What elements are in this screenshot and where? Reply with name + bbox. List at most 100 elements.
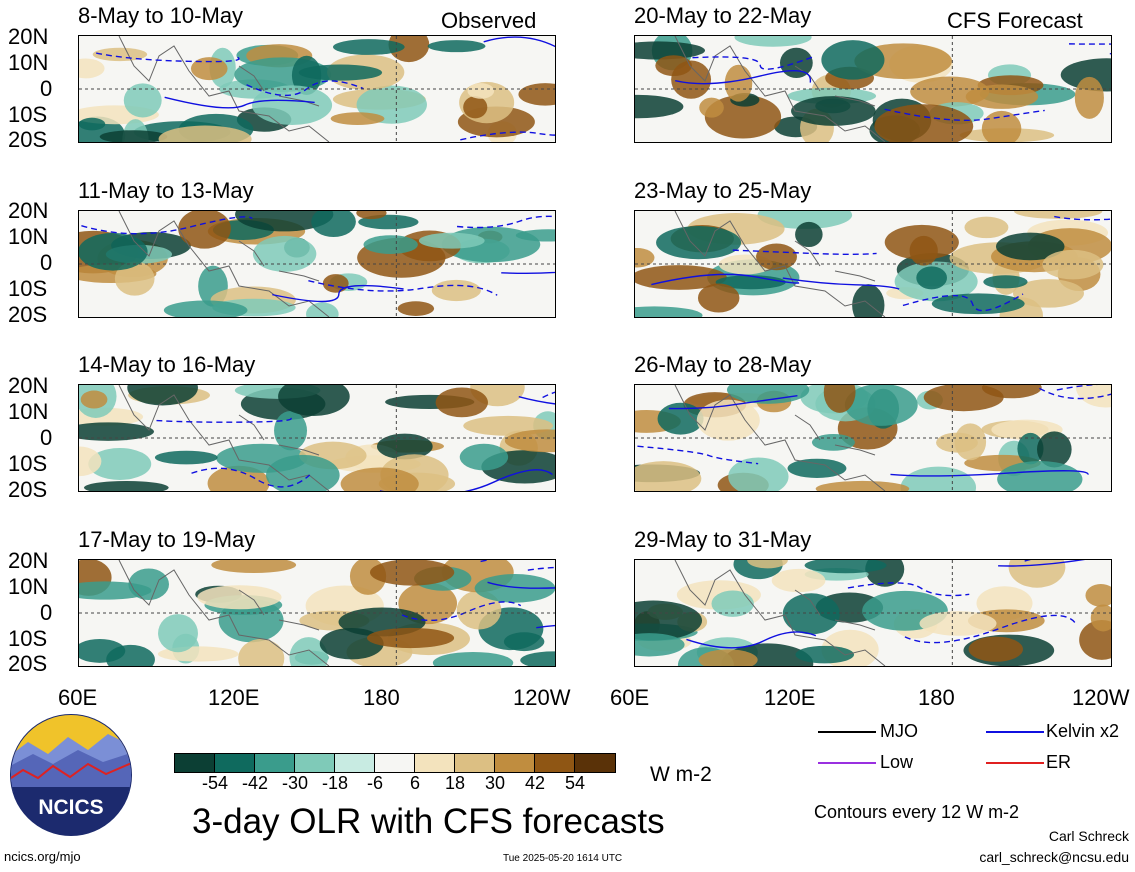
kelvin-contour <box>272 284 404 303</box>
olr-anomaly-blob <box>211 560 297 573</box>
olr-anomaly-blob <box>330 112 385 126</box>
logo-text: NCICS <box>38 796 103 819</box>
olr-anomaly-blob <box>520 651 555 666</box>
olr-anomaly-blob <box>467 83 495 99</box>
olr-anomaly-blob <box>431 279 481 302</box>
olr-anomaly-blob <box>635 461 702 491</box>
olr-anomaly-blob <box>936 432 978 453</box>
olr-map-graphic <box>79 36 555 142</box>
olr-anomaly-blob <box>919 611 997 636</box>
colorbar-swatch <box>575 754 615 772</box>
observed-map-3 <box>78 384 556 492</box>
lon-label-120e-left: 120E <box>208 685 260 710</box>
olr-anomaly-blob <box>852 284 885 317</box>
olr-anomaly-blob <box>274 411 308 451</box>
olr-anomaly-blob <box>99 130 168 142</box>
olr-anomaly-blob <box>376 433 433 460</box>
olr-anomaly-blob <box>697 283 740 313</box>
olr-anomaly-blob <box>655 55 692 77</box>
olr-anomaly-blob <box>635 41 706 60</box>
kelvin-contour <box>483 36 555 48</box>
olr-anomaly-blob <box>997 460 1083 491</box>
forecast-panel-2-title: 23-May to 25-May <box>634 178 812 203</box>
olr-anomaly-blob <box>503 632 545 652</box>
observed-panel-1-title: 8-May to 10-May <box>78 3 244 28</box>
lat-label: 10N <box>8 574 49 599</box>
olr-anomaly-blob <box>158 614 198 653</box>
footer-author: Carl Schreck <box>1048 828 1129 844</box>
lat-label: 10S <box>8 451 48 476</box>
kelvin-contour <box>732 249 877 256</box>
kelvin-contour <box>998 560 1086 567</box>
observed-map-1 <box>78 35 556 143</box>
olr-anomaly-blob <box>332 39 405 55</box>
olr-anomaly-blob <box>79 58 105 79</box>
olr-map-graphic <box>635 36 1111 142</box>
colorbar-swatch <box>335 754 375 772</box>
olr-anomaly-blob <box>88 447 152 480</box>
lat-label: 0 <box>40 425 53 450</box>
olr-anomaly-blob <box>84 480 169 491</box>
olr-anomaly-blob <box>900 466 977 491</box>
observed-label: Observed <box>441 8 537 33</box>
olr-anomaly-blob <box>278 385 350 416</box>
contour-note: Contours every 12 W m-2 <box>814 802 1020 822</box>
kelvin-contour <box>686 631 817 649</box>
olr-anomaly-blob <box>418 232 485 249</box>
legend-label-low: Low <box>880 752 914 772</box>
olr-anomaly-blob <box>1075 385 1111 408</box>
footer-timestamp: Tue 2025-05-20 1614 UTC <box>503 853 623 864</box>
footer-site: ncics.org/mjo <box>4 849 81 864</box>
olr-anomaly-blob <box>874 104 974 142</box>
olr-anomaly-blob <box>235 211 334 232</box>
lon-label-180-left: 180 <box>363 685 400 710</box>
olr-anomaly-blob <box>397 301 435 316</box>
olr-anomaly-blob <box>983 275 1028 289</box>
kelvin-contour <box>782 277 900 290</box>
olr-anomaly-blob <box>435 387 488 418</box>
lat-label: 20S <box>8 127 48 152</box>
forecast-panel-3-title: 26-May to 28-May <box>634 352 812 377</box>
kelvin-contour <box>884 108 1045 122</box>
lat-label: 0 <box>40 76 53 101</box>
lat-label: 20S <box>8 477 48 502</box>
colorbar <box>174 753 616 773</box>
olr-anomaly-blob <box>910 76 990 107</box>
colorbar-swatch <box>375 754 415 772</box>
olr-anomaly-blob <box>463 96 488 119</box>
lon-label-180-right: 180 <box>918 685 955 710</box>
olr-anomaly-blob <box>388 36 430 63</box>
kelvin-contour <box>308 279 498 296</box>
lon-label-120e-right: 120E <box>764 685 816 710</box>
colorbar-swatch <box>535 754 575 772</box>
coastline <box>118 211 330 317</box>
legend-line-er <box>986 762 1044 764</box>
colorbar-tick-label: 42 <box>524 773 546 793</box>
lon-label-120w-right: 120W <box>1072 685 1130 710</box>
kelvin-contour <box>668 395 798 410</box>
olr-anomaly-blob <box>1014 211 1103 219</box>
olr-anomaly-blob <box>79 232 148 271</box>
olr-anomaly-blob <box>518 83 555 106</box>
forecast-panel-4-title: 29-May to 31-May <box>634 527 812 552</box>
lat-label: 10N <box>8 50 49 75</box>
olr-anomaly-blob <box>635 94 684 119</box>
olr-anomaly-blob <box>1074 76 1104 119</box>
lat-label: 10S <box>8 276 48 301</box>
olr-anomaly-blob <box>340 467 419 491</box>
olr-map-graphic <box>79 385 555 491</box>
olr-anomaly-blob <box>178 211 231 249</box>
lat-label: 0 <box>40 600 53 625</box>
forecast-panel-1-title: 20-May to 22-May <box>634 3 812 28</box>
olr-anomaly-blob <box>909 235 938 266</box>
olr-anomaly-blob <box>756 243 797 271</box>
colorbar-tick-label: -6 <box>366 773 383 793</box>
kelvin-contour <box>675 70 811 85</box>
kelvin-contour <box>1056 385 1099 391</box>
coastline <box>118 385 330 491</box>
olr-map-graphic <box>79 560 555 666</box>
olr-anomaly-blob <box>635 633 685 657</box>
kelvin-contour <box>156 416 292 423</box>
kelvin-contour <box>651 273 800 286</box>
olr-anomaly-blob <box>657 402 704 435</box>
